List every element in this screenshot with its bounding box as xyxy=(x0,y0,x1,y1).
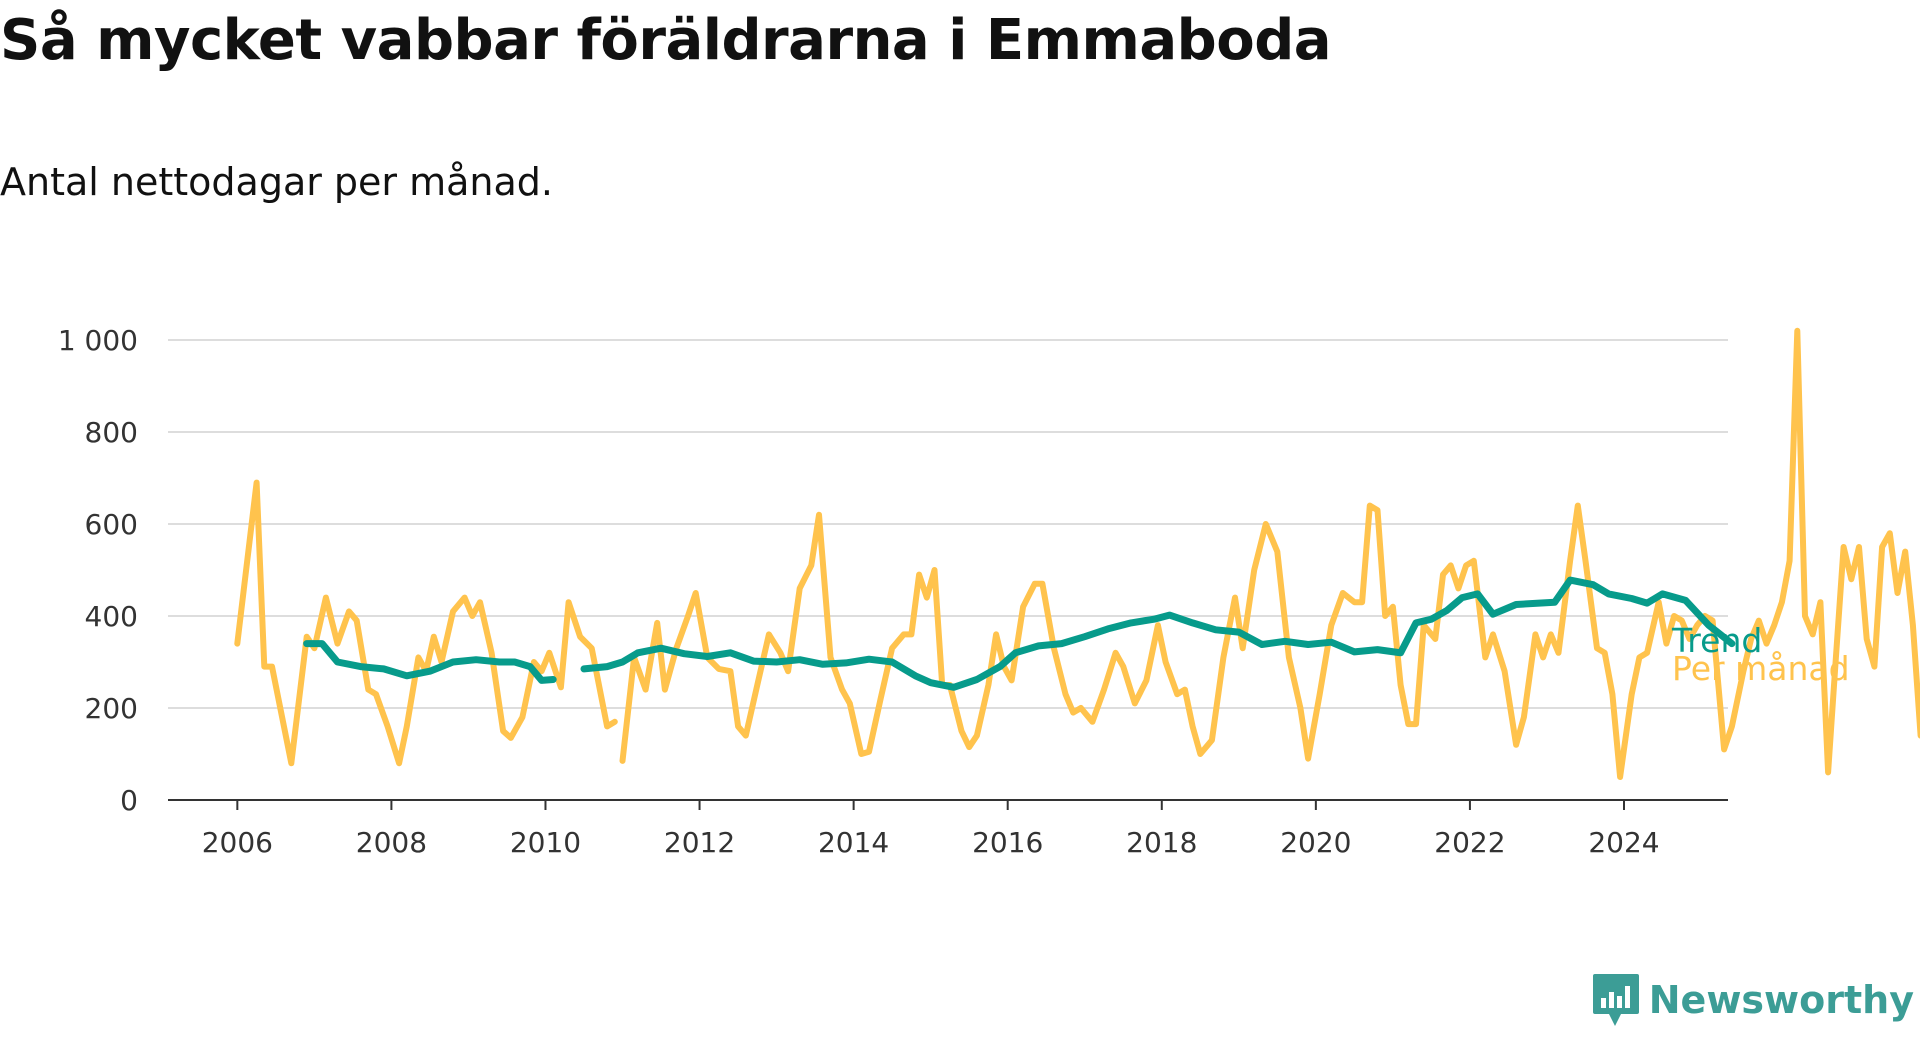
chart-title: Så mycket vabbar föräldrarna i Emmaboda xyxy=(0,8,1332,73)
monthly-line xyxy=(234,479,618,767)
x-tick-label: 2016 xyxy=(972,826,1043,859)
y-tick-label: 0 xyxy=(120,784,138,817)
y-tick-label: 200 xyxy=(85,692,138,725)
x-tick-label: 2020 xyxy=(1280,826,1351,859)
x-tick-label: 2018 xyxy=(1126,826,1197,859)
monthly-label: Per månad xyxy=(1672,649,1850,688)
logo-text: Newsworthy xyxy=(1648,978,1914,1022)
series-lines xyxy=(234,327,1920,780)
x-tick-label: 2006 xyxy=(202,826,273,859)
x-tick-label: 2010 xyxy=(510,826,581,859)
bar-chart-badge-icon xyxy=(1592,974,1639,1026)
x-tick-label: 2024 xyxy=(1588,826,1659,859)
y-tick-label: 400 xyxy=(85,600,138,633)
trend-line xyxy=(303,640,557,684)
chart-subtitle: Antal nettodagar per månad. xyxy=(0,160,554,204)
axes: 0 200 400 600 800 1 000 2006 2008 2010 2012 2014 20… xyxy=(58,324,1728,859)
y-tick-label: 600 xyxy=(85,508,138,541)
x-tick-label: 2008 xyxy=(356,826,427,859)
x-tick-label: 2022 xyxy=(1434,826,1505,859)
grid-lines xyxy=(168,339,1728,709)
newsworthy-logo: Newsworthy xyxy=(1591,972,1914,1028)
trend-label: Trend xyxy=(1671,621,1762,660)
x-tick-label: 2014 xyxy=(818,826,889,859)
trend-line xyxy=(580,576,1736,691)
y-tick-label: 1 000 xyxy=(58,324,138,357)
monthly-line xyxy=(619,327,1920,780)
x-tick-label: 2012 xyxy=(664,826,735,859)
y-tick-label: 800 xyxy=(85,416,138,449)
